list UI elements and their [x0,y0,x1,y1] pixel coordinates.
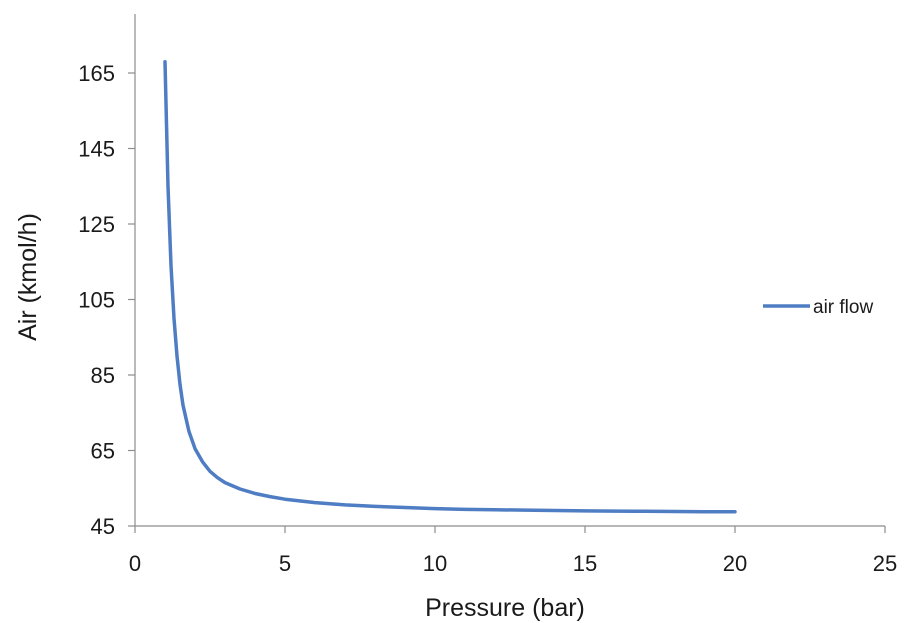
y-tick-label: 85 [91,363,115,388]
axes [134,14,885,527]
y-tick-label: 105 [78,288,115,313]
legend-label-air-flow: air flow [813,297,873,318]
y-tick-label: 145 [78,137,115,162]
x-tick-label: 10 [423,551,447,576]
x-tick-label: 20 [723,551,747,576]
x-tick-label: 5 [279,551,291,576]
y-tick-label: 125 [78,212,115,237]
y-tick-label: 65 [91,439,115,464]
y-tick-label: 165 [78,61,115,86]
x-axis-title: Pressure (bar) [425,594,585,622]
series-layer [163,59,737,514]
x-tick-label: 15 [573,551,597,576]
y-axis-title: Air (kmol/h) [14,213,42,341]
y-axis-ticks: 45 65 85 105 125 145 165 [78,61,135,539]
x-tick-label: 0 [129,551,141,576]
legend: air flow [763,297,873,318]
x-tick-label: 25 [873,551,897,576]
y-tick-label: 45 [91,514,115,539]
series-line-air-flow [163,59,737,514]
x-axis-ticks: 0 5 10 15 20 25 [129,526,897,576]
